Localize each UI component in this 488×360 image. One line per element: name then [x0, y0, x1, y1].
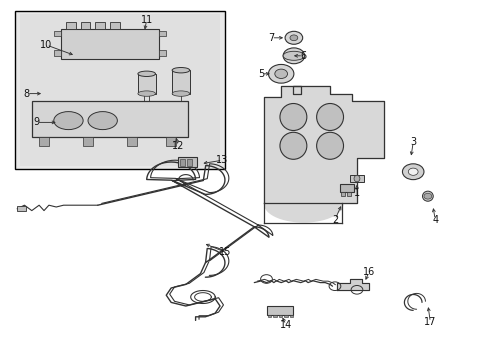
Circle shape — [289, 35, 297, 41]
Text: 5: 5 — [258, 69, 264, 79]
Bar — [83, 137, 93, 146]
Bar — [138, 74, 155, 94]
Bar — [284, 315, 287, 317]
Bar — [54, 50, 61, 56]
Circle shape — [423, 193, 431, 199]
Bar — [339, 184, 353, 192]
Text: 3: 3 — [409, 137, 415, 147]
Ellipse shape — [172, 91, 189, 96]
Bar — [349, 175, 364, 182]
Bar — [110, 22, 120, 29]
Text: 16: 16 — [362, 267, 375, 277]
Bar — [278, 315, 282, 317]
Bar — [17, 206, 26, 211]
Ellipse shape — [353, 175, 359, 182]
Bar — [159, 31, 166, 36]
Ellipse shape — [316, 132, 343, 159]
Bar — [180, 159, 184, 166]
Circle shape — [268, 64, 293, 83]
Bar — [20, 14, 220, 166]
Bar — [15, 11, 224, 169]
Bar — [159, 50, 166, 56]
Bar — [166, 137, 176, 146]
Bar — [54, 31, 61, 36]
Polygon shape — [264, 86, 383, 203]
Text: 8: 8 — [24, 89, 30, 99]
Ellipse shape — [422, 191, 432, 201]
Bar — [346, 192, 350, 196]
Bar — [267, 315, 271, 317]
Ellipse shape — [138, 71, 155, 77]
Bar — [66, 22, 76, 29]
Ellipse shape — [172, 68, 189, 73]
Circle shape — [402, 164, 423, 180]
Text: 1: 1 — [353, 188, 359, 198]
Text: 11: 11 — [140, 15, 153, 25]
Bar — [81, 22, 90, 29]
Bar — [39, 137, 49, 146]
Bar — [178, 157, 197, 167]
Bar — [61, 29, 159, 59]
Bar — [172, 70, 189, 94]
Ellipse shape — [54, 112, 83, 130]
Text: 17: 17 — [423, 317, 436, 327]
Bar — [32, 101, 188, 137]
Circle shape — [274, 69, 287, 78]
Text: 14: 14 — [279, 320, 292, 330]
Bar — [341, 192, 345, 196]
Text: 6: 6 — [300, 51, 305, 61]
Text: 12: 12 — [172, 141, 184, 151]
Text: 9: 9 — [34, 117, 40, 127]
Text: 10: 10 — [40, 40, 53, 50]
Text: 2: 2 — [331, 215, 337, 225]
Polygon shape — [337, 279, 368, 290]
Circle shape — [283, 48, 304, 64]
Ellipse shape — [279, 104, 306, 130]
Ellipse shape — [138, 91, 155, 96]
Text: 7: 7 — [268, 33, 274, 43]
Bar — [127, 137, 137, 146]
Text: 13: 13 — [216, 155, 228, 165]
Text: 4: 4 — [431, 215, 437, 225]
Circle shape — [285, 31, 302, 44]
Circle shape — [407, 168, 417, 175]
Ellipse shape — [279, 132, 306, 159]
Ellipse shape — [88, 112, 117, 130]
Bar — [186, 159, 191, 166]
Bar — [266, 306, 293, 315]
Bar — [95, 22, 105, 29]
Text: 15: 15 — [218, 247, 231, 257]
Ellipse shape — [283, 51, 304, 60]
Bar — [273, 315, 276, 317]
Ellipse shape — [316, 104, 343, 130]
Bar — [289, 315, 293, 317]
